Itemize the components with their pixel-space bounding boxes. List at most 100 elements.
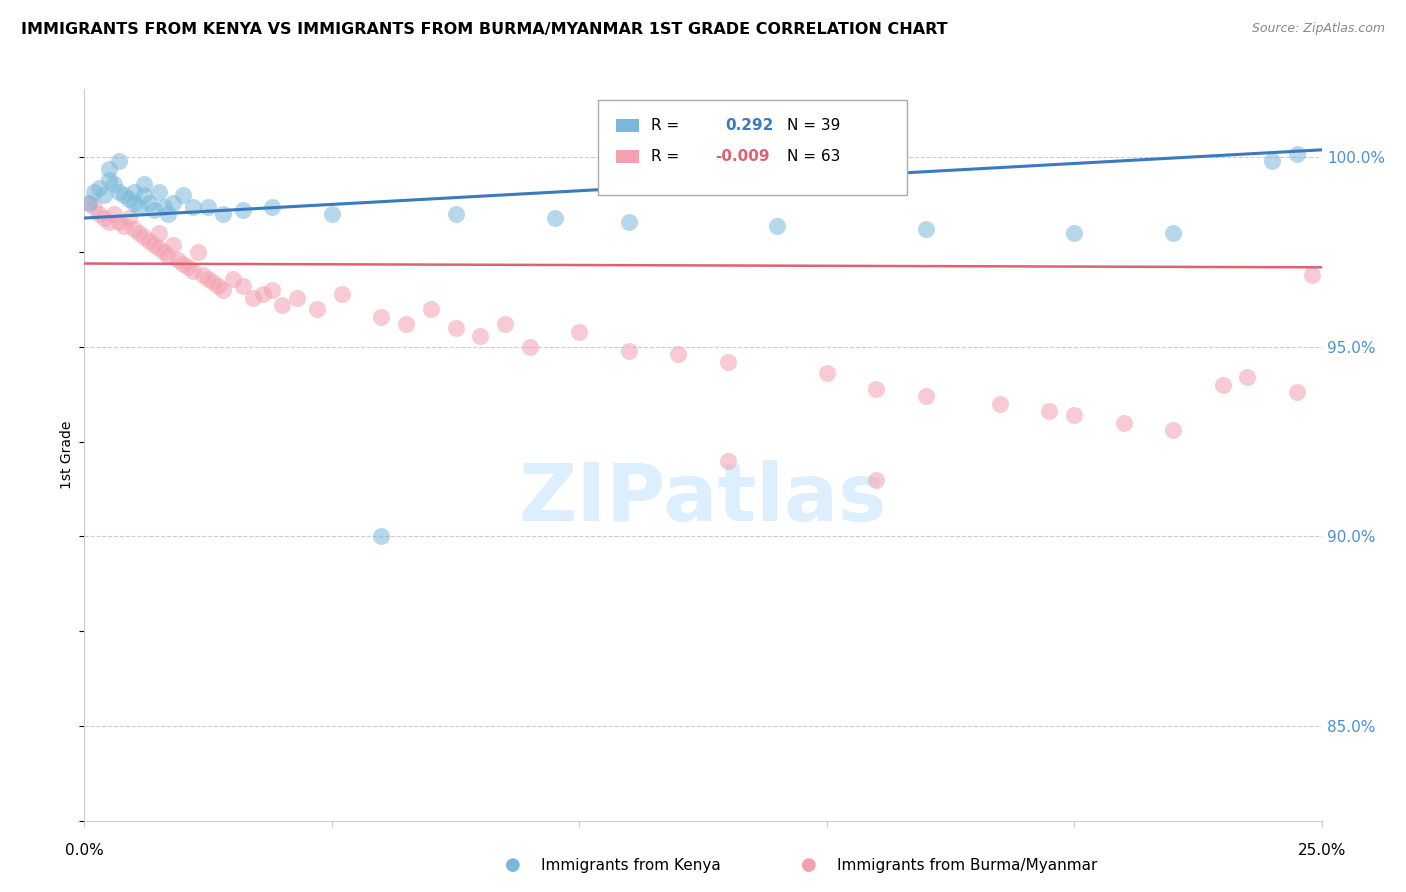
Point <box>162 195 184 210</box>
Point <box>93 188 115 202</box>
Point <box>1285 146 1308 161</box>
Point <box>93 211 115 225</box>
Point <box>470 328 492 343</box>
Point <box>1236 370 1258 384</box>
Point <box>766 219 789 233</box>
Point <box>103 177 125 191</box>
Text: ●: ● <box>505 856 522 874</box>
Point <box>543 211 565 225</box>
Point <box>132 230 155 244</box>
Point <box>262 283 284 297</box>
Text: R =: R = <box>651 119 679 133</box>
Point <box>138 234 160 248</box>
Point <box>617 215 640 229</box>
Point <box>285 291 308 305</box>
Text: Immigrants from Kenya: Immigrants from Kenya <box>541 858 721 872</box>
FancyBboxPatch shape <box>616 150 638 163</box>
Point <box>252 286 274 301</box>
Point <box>172 188 194 202</box>
Point <box>1063 408 1085 422</box>
Point <box>79 195 101 210</box>
Text: IMMIGRANTS FROM KENYA VS IMMIGRANTS FROM BURMA/MYANMAR 1ST GRADE CORRELATION CHA: IMMIGRANTS FROM KENYA VS IMMIGRANTS FROM… <box>21 22 948 37</box>
Point <box>1261 154 1284 169</box>
Point <box>187 245 209 260</box>
Point <box>191 268 214 282</box>
Point <box>222 271 245 285</box>
Point <box>197 271 219 285</box>
Point <box>181 200 204 214</box>
Point <box>112 219 135 233</box>
Point <box>1112 416 1135 430</box>
Point <box>167 252 190 267</box>
Point <box>98 215 121 229</box>
Point <box>83 185 105 199</box>
Point <box>108 185 131 199</box>
Point <box>122 185 145 199</box>
Y-axis label: 1st Grade: 1st Grade <box>60 421 75 489</box>
Point <box>370 529 392 543</box>
Point <box>617 343 640 358</box>
Point <box>444 207 467 221</box>
Point <box>207 279 229 293</box>
FancyBboxPatch shape <box>616 120 638 132</box>
Point <box>128 200 150 214</box>
Point <box>717 453 740 467</box>
Point <box>148 241 170 255</box>
Point <box>1063 226 1085 240</box>
Point <box>212 207 235 221</box>
Point <box>132 188 155 202</box>
Point <box>1301 268 1323 282</box>
Point <box>1212 377 1234 392</box>
Point <box>232 203 254 218</box>
Point <box>1285 385 1308 400</box>
Point <box>1161 226 1184 240</box>
Point <box>142 237 165 252</box>
Text: N = 39: N = 39 <box>787 119 841 133</box>
Point <box>108 215 131 229</box>
Point <box>148 185 170 199</box>
Point <box>148 226 170 240</box>
Text: -0.009: -0.009 <box>716 149 770 164</box>
Point <box>271 298 294 312</box>
Point <box>370 310 392 324</box>
Point <box>865 382 887 396</box>
Point <box>157 249 180 263</box>
Point <box>98 173 121 187</box>
Point <box>305 301 328 316</box>
Point <box>666 347 689 361</box>
Point <box>157 207 180 221</box>
Point <box>815 367 838 381</box>
Point <box>122 222 145 236</box>
Point <box>108 154 131 169</box>
Point <box>172 256 194 270</box>
Point <box>122 195 145 210</box>
Point <box>212 283 235 297</box>
Text: N = 63: N = 63 <box>787 149 841 164</box>
Text: 0.0%: 0.0% <box>65 843 104 858</box>
Point <box>112 188 135 202</box>
Point <box>1161 423 1184 437</box>
Text: ZIPatlas: ZIPatlas <box>519 459 887 538</box>
Point <box>914 222 936 236</box>
Point <box>202 276 225 290</box>
Point <box>321 207 343 221</box>
Point <box>162 237 184 252</box>
Point <box>152 200 174 214</box>
Point <box>419 301 441 316</box>
Point <box>865 473 887 487</box>
Point <box>242 291 264 305</box>
Point <box>118 192 141 206</box>
Text: Immigrants from Burma/Myanmar: Immigrants from Burma/Myanmar <box>837 858 1097 872</box>
Point <box>232 279 254 293</box>
Point <box>83 200 105 214</box>
Point <box>444 321 467 335</box>
Point <box>177 260 200 275</box>
FancyBboxPatch shape <box>598 100 907 195</box>
Point <box>79 195 101 210</box>
Point <box>262 200 284 214</box>
Point <box>197 200 219 214</box>
Point <box>103 207 125 221</box>
Point <box>395 317 418 331</box>
Point <box>494 317 516 331</box>
Point <box>519 340 541 354</box>
